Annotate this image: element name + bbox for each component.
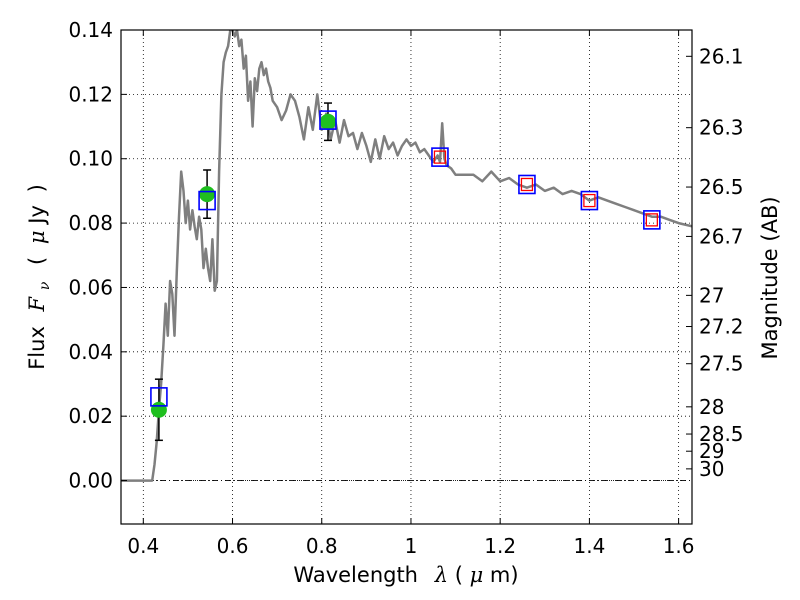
y-tick-label: 0.10: [68, 147, 113, 171]
x-tick-label: 1: [405, 534, 418, 558]
x-tick-label: 1.4: [573, 534, 605, 558]
limit-marker: [520, 177, 534, 192]
y-axis-ticks: 0.00 0.02 0.04 0.06 0.08 0.10 0.12 0.14: [68, 18, 127, 493]
model-point: [580, 190, 599, 211]
x-axis-symbol: λ: [434, 563, 448, 587]
magnitude-tick-label: 30: [699, 457, 724, 481]
model-point: [198, 190, 216, 211]
y-axis-unit-close: ): [25, 184, 49, 192]
y-tick-label: 0.06: [68, 275, 113, 299]
plot-frame: [120, 29, 693, 525]
plot-border: [120, 29, 693, 525]
y-tick-label: 0.00: [68, 469, 113, 493]
x-axis-unit-open: (: [455, 563, 463, 587]
model-point: [643, 210, 661, 230]
magnitude-tick-label: 29: [699, 439, 724, 463]
x-axis-unit-rest: m): [490, 563, 519, 587]
grid-lines: [121, 29, 692, 524]
y-tick-label: 0.08: [68, 211, 113, 235]
limit-marker: [433, 150, 447, 164]
observed-point: [150, 401, 167, 418]
spectrum-line: [121, 30, 692, 482]
y-tick-label: 0.14: [68, 18, 113, 42]
y-axis-unit-rest: Jy: [25, 205, 49, 226]
x-tick-label: 0.8: [306, 534, 338, 558]
observed-points: [150, 113, 336, 418]
y-tick-label: 0.12: [68, 82, 113, 106]
x-tick-label: 1.6: [663, 534, 695, 558]
x-tick-label: 1.2: [484, 534, 516, 558]
x-axis-unit-mu: μ: [470, 563, 484, 587]
model-points: [150, 110, 661, 407]
observed-point: [199, 186, 216, 203]
x-axis-ticks: 0.4 0.6 0.8 1 1.2 1.4 1.6: [127, 30, 695, 558]
observed-point: [319, 113, 336, 130]
magnitude-tick-label: 27.5: [699, 352, 744, 376]
y-axis-symbol: F: [25, 295, 49, 312]
model-point: [319, 110, 337, 130]
model-point: [518, 174, 536, 195]
magnitude-tick-label: 27: [699, 283, 724, 307]
error-bars: [154, 102, 332, 442]
magnitude-tick-label: 26.1: [699, 44, 744, 68]
magnitude-tick-label: 28: [699, 395, 724, 419]
magnitude-tick-label: 26.7: [699, 224, 744, 248]
magnitude-axis-title: Magnitude (AB): [758, 196, 782, 359]
x-axis-title-text: Wavelength: [293, 563, 418, 587]
y-axis-unit-mu: μ: [25, 230, 49, 244]
y-axis-symbol-sub: ν: [37, 281, 53, 290]
model-point: [150, 387, 168, 407]
model-point: [431, 147, 449, 167]
limit-marker: [583, 193, 596, 208]
magnitude-tick-label: 28.5: [699, 422, 744, 446]
y-tick-label: 0.04: [68, 340, 113, 364]
magnitude-tick-label: 26.5: [699, 175, 744, 199]
x-tick-label: 0.4: [127, 534, 159, 558]
x-axis-title: Wavelength λ ( μ m): [293, 563, 518, 587]
y-axis-title: Flux F ν ( μ Jy ): [25, 184, 54, 370]
magnitude-tick-label: 26.3: [699, 116, 744, 140]
x-tick-label: 0.6: [217, 534, 249, 558]
y-axis-unit-open: (: [25, 257, 49, 265]
limit-marker: [645, 213, 659, 227]
y-axis-title-text: Flux: [25, 326, 49, 370]
y-tick-label: 0.02: [68, 404, 113, 428]
magnitude-tick-label: 27.2: [699, 315, 744, 339]
model-spectrum: [121, 30, 692, 482]
